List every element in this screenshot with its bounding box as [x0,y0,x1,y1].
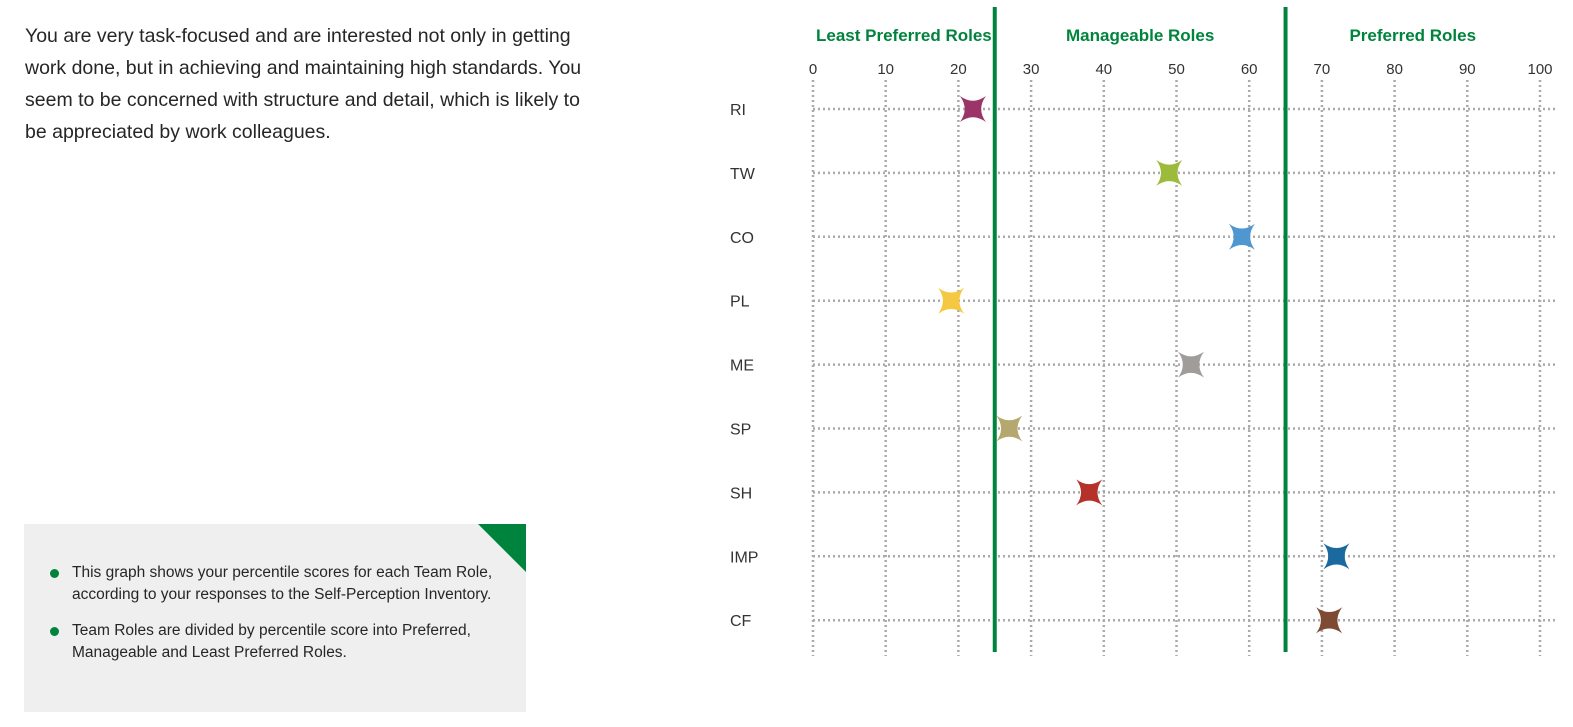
score-marker-pl [938,287,965,314]
role-label: SP [730,422,751,439]
score-marker-sh [1076,479,1103,506]
score-marker-co [1228,223,1255,250]
zone-header: Preferred Roles [1349,26,1476,45]
score-marker-tw [1156,159,1183,186]
x-tick-label: 100 [1527,61,1552,78]
score-marker-ri [959,96,986,122]
zone-header: Manageable Roles [1066,26,1214,45]
info-note: This graph shows your percentile scores … [24,524,526,712]
x-tick-label: 40 [1095,61,1112,78]
score-marker-imp [1323,543,1350,570]
x-tick-label: 20 [950,61,967,78]
x-tick-label: 30 [1023,61,1040,78]
x-tick-label: 10 [877,61,894,78]
x-tick-label: 0 [809,61,817,78]
intro-text: You are very task-focused and are intere… [25,25,582,143]
role-label: ME [730,358,754,375]
role-label: CO [730,230,754,247]
score-marker-cf [1316,607,1343,634]
score-marker-sp [996,415,1023,442]
zone-header: Least Preferred Roles [816,26,992,45]
role-label: RI [730,102,746,119]
x-tick-label: 90 [1459,61,1476,78]
x-tick-label: 80 [1386,61,1403,78]
role-label: CF [730,613,752,630]
x-tick-label: 60 [1241,61,1258,78]
role-label: PL [730,294,750,311]
role-label: IMP [730,549,758,566]
role-label: SH [730,485,752,502]
score-marker-me [1178,351,1205,378]
x-tick-label: 50 [1168,61,1185,78]
x-tick-label: 70 [1314,61,1331,78]
note-item: This graph shows your percentile scores … [50,562,506,606]
note-item: Team Roles are divided by percentile sco… [50,620,506,664]
role-label: TW [730,166,756,183]
